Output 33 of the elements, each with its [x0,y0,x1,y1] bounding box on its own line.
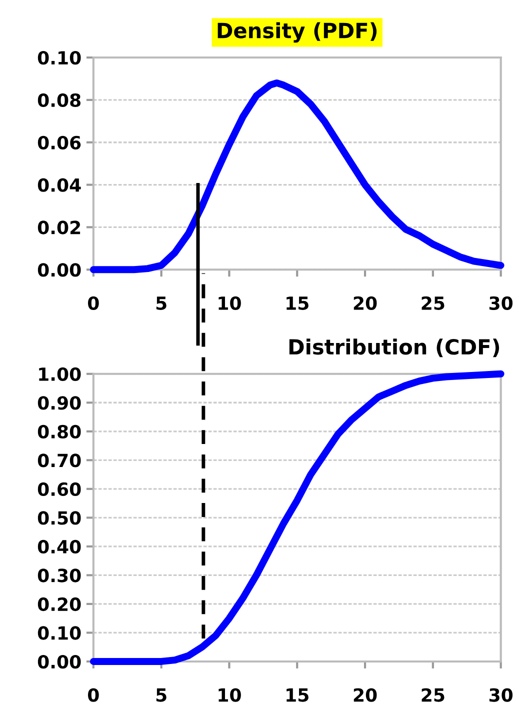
y-tick-label: 0.60 [38,482,81,496]
y-tick-label: 0.06 [38,136,81,150]
x-tick-label: 5 [156,688,166,702]
y-tick-label: 0.08 [38,93,80,108]
y-tick-label: 0.50 [38,511,81,525]
x-tick-label: 25 [422,296,444,310]
x-tick-label: 20 [354,688,377,702]
chart-title: Density (PDF) [218,22,377,43]
x-tick-label: 30 [489,296,513,310]
y-tick-label: 0.40 [38,540,81,554]
y-tick-label: 0.20 [38,597,81,612]
x-tick-label: 30 [489,688,513,702]
x-tick-label: 10 [218,688,241,702]
x-tick-label: 20 [354,296,377,310]
y-tick-label: 0.10 [38,50,81,65]
y-tick-label: 0.80 [38,424,81,439]
y-tick-label: 0.04 [38,178,81,192]
y-tick-label: 0.90 [38,396,81,410]
x-tick-label: 15 [286,296,308,310]
y-tick-label: 0.70 [38,454,81,468]
y-tick-label: 0.30 [38,568,81,582]
y-tick-label: 0.02 [38,220,80,234]
x-tick-label: 10 [218,296,241,310]
chart-title: Distribution (CDF) [289,338,500,358]
x-tick-label: 0 [88,296,99,310]
y-tick-label: 0.00 [38,263,81,277]
y-tick-label: 0.00 [38,654,81,669]
x-tick-label: 15 [286,688,308,702]
x-tick-label: 5 [156,296,166,310]
x-tick-label: 25 [422,688,444,702]
x-tick-label: 0 [88,688,99,702]
y-tick-label: 0.10 [38,626,81,640]
y-tick-label: 1.00 [39,367,81,381]
